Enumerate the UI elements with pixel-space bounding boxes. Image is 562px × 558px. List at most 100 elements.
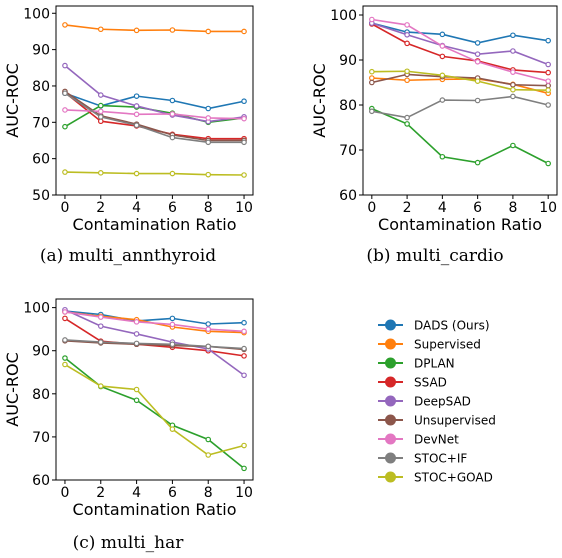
data-point [133, 93, 140, 99]
x-axis-label: Contamination Ratio [73, 500, 237, 519]
x-tick-label: 2 [96, 485, 105, 501]
data-point [369, 16, 375, 23]
y-tick-label: 60 [32, 152, 50, 168]
data-point [404, 22, 410, 28]
data-point [133, 103, 140, 109]
series-dplan [369, 105, 551, 167]
data-point [62, 123, 68, 130]
series-unsupervised [62, 88, 247, 144]
legend-marker [385, 395, 396, 407]
series-line [64, 317, 245, 357]
data-point [404, 31, 410, 38]
data-point [169, 315, 176, 322]
series-unsupervised [62, 338, 247, 353]
data-point [205, 28, 212, 35]
legend-marker [385, 319, 396, 331]
panel-caption: (c) multi_har [73, 533, 185, 553]
data-point [474, 159, 481, 166]
series-devnet [369, 16, 551, 84]
data-point [439, 153, 446, 160]
y-tick-label: 90 [32, 344, 50, 360]
data-point [241, 319, 247, 326]
x-axis-label: Contamination Ratio [73, 215, 237, 234]
series-stoc-goad [62, 169, 247, 178]
series-stoc-if [369, 93, 551, 121]
legend-marker [385, 338, 396, 350]
series-line [64, 309, 245, 376]
panel-caption: (b) multi_cardio [366, 246, 503, 266]
data-point [510, 142, 516, 149]
x-axis-label: Contamination Ratio [378, 215, 542, 234]
data-point [97, 114, 104, 120]
data-point [545, 102, 551, 108]
data-point [133, 27, 140, 34]
data-point [241, 98, 247, 105]
data-point [169, 426, 176, 432]
legend-entry: Unsupervised [378, 414, 496, 428]
data-point [510, 69, 516, 75]
legend-marker [385, 414, 396, 426]
data-point [545, 61, 551, 68]
series-deepsad [369, 20, 551, 68]
legend-label: SSAD [414, 376, 447, 390]
data-point [241, 465, 247, 472]
data-point [62, 90, 68, 97]
data-point [404, 68, 410, 75]
data-point [205, 115, 212, 121]
x-tick-label: 6 [168, 200, 177, 216]
x-tick-label: 0 [60, 200, 69, 216]
data-point [369, 68, 375, 75]
data-point [510, 48, 516, 54]
data-point [510, 81, 516, 88]
y-axis-label: AUC-ROC [3, 63, 22, 137]
x-tick-label: 2 [96, 200, 105, 216]
y-tick-label: 100 [23, 301, 50, 317]
data-point [241, 353, 247, 359]
data-point [545, 37, 551, 44]
data-point [510, 86, 516, 93]
series-line [371, 22, 549, 44]
y-tick-label: 70 [339, 143, 357, 159]
data-point [169, 321, 176, 328]
series-line [371, 70, 549, 91]
data-point [241, 115, 247, 122]
data-point [133, 122, 140, 129]
y-tick-label: 80 [32, 79, 50, 95]
legend-label: DADS (Ours) [414, 319, 490, 333]
data-point [545, 69, 551, 76]
data-point [510, 32, 516, 39]
data-point [62, 361, 68, 368]
legend-label: DeepSAD [414, 395, 471, 409]
data-point [241, 372, 247, 379]
data-point [97, 383, 104, 389]
data-point [369, 75, 375, 81]
series-line [371, 23, 549, 74]
data-point [133, 386, 140, 393]
legend-entry: Supervised [378, 338, 481, 352]
series-line [64, 171, 245, 176]
data-point [133, 170, 140, 177]
data-point [404, 77, 410, 84]
data-point [205, 321, 212, 327]
legend-entry: DADS (Ours) [378, 319, 490, 333]
data-point [62, 169, 68, 175]
series-supervised [62, 22, 247, 35]
y-tick-label: 60 [339, 188, 357, 204]
data-point [474, 40, 481, 46]
series-line [64, 92, 245, 144]
series-dads-ours- [369, 20, 551, 46]
legend-label: STOC+GOAD [414, 471, 493, 485]
legend-entry: STOC+GOAD [378, 471, 493, 485]
series-stoc-goad [62, 361, 247, 458]
legend-entry: SSAD [378, 376, 447, 390]
chart-panel-3: 0 2 4 6 8 10 60 70 80 90 100 Contamination Ratio AUC… [3, 298, 254, 553]
series-line [371, 73, 549, 87]
data-point [439, 53, 446, 60]
data-point [169, 111, 176, 117]
data-point [205, 452, 212, 458]
data-point [439, 43, 446, 49]
data-point [241, 328, 247, 335]
y-tick-label: 80 [32, 387, 50, 403]
data-point [62, 355, 68, 361]
